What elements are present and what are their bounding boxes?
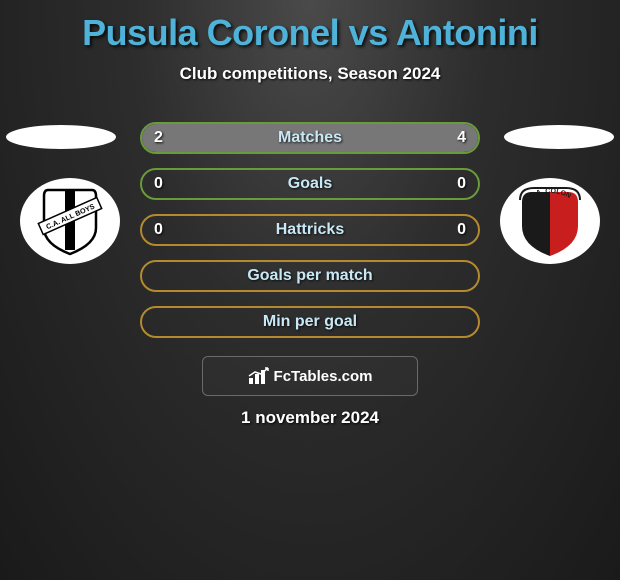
stat-label: Goals per match [247, 267, 372, 285]
stat-label: Goals [288, 175, 332, 193]
brand-text: FcTables.com [274, 368, 373, 385]
subtitle: Club competitions, Season 2024 [0, 64, 620, 84]
team-crest-left: C.A. ALL BOYS [20, 178, 120, 264]
brand-chart-icon [248, 367, 270, 385]
stat-value-left: 0 [154, 175, 163, 193]
team-crest-right: C.A. COLON [500, 178, 600, 264]
stat-label: Matches [278, 129, 342, 147]
stat-row-goals-per-match: Goals per match [140, 260, 480, 292]
stat-row-matches: 2 Matches 4 [140, 122, 480, 154]
stat-value-right: 0 [457, 221, 466, 239]
stat-label: Min per goal [263, 313, 357, 331]
stat-value-left: 0 [154, 221, 163, 239]
brand-badge: FcTables.com [202, 356, 418, 396]
stat-label: Hattricks [276, 221, 344, 239]
stat-value-right: 0 [457, 175, 466, 193]
stat-row-min-per-goal: Min per goal [140, 306, 480, 338]
decor-ellipse-right [504, 125, 614, 149]
page-title: Pusula Coronel vs Antonini [0, 0, 620, 54]
stat-value-left: 2 [154, 129, 163, 147]
stats-table: 2 Matches 4 0 Goals 0 0 Hattricks 0 Goals per mat… [140, 122, 480, 352]
stat-row-goals: 0 Goals 0 [140, 168, 480, 200]
decor-ellipse-left [6, 125, 116, 149]
stat-row-hattricks: 0 Hattricks 0 [140, 214, 480, 246]
stat-value-right: 4 [457, 129, 466, 147]
date-label: 1 november 2024 [0, 408, 620, 428]
